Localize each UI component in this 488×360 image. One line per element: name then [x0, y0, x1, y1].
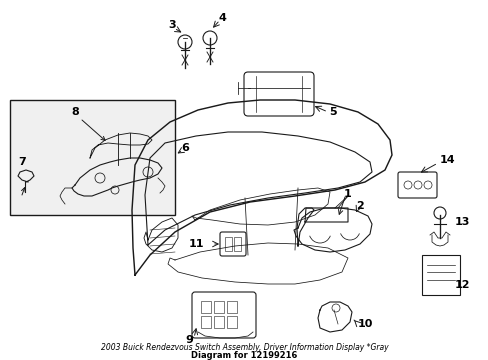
Bar — [214, 316, 224, 328]
Text: 3: 3 — [168, 20, 176, 30]
Bar — [214, 301, 224, 313]
Text: 9: 9 — [185, 335, 193, 345]
Text: 4: 4 — [218, 13, 225, 23]
Text: 13: 13 — [454, 217, 469, 227]
Text: 10: 10 — [357, 319, 373, 329]
Bar — [10, 100, 175, 215]
Text: 2003 Buick Rendezvous Switch Assembly, Driver Information Display *Gray: 2003 Buick Rendezvous Switch Assembly, D… — [101, 343, 387, 352]
Text: 7: 7 — [18, 157, 26, 167]
Text: 11: 11 — [188, 239, 203, 249]
Bar — [226, 316, 237, 328]
Text: 12: 12 — [454, 280, 469, 290]
Bar — [226, 301, 237, 313]
Text: Diagram for 12199216: Diagram for 12199216 — [191, 351, 297, 360]
Bar — [224, 237, 231, 251]
Text: 2: 2 — [355, 201, 363, 211]
Bar — [421, 255, 459, 295]
Text: 5: 5 — [328, 107, 336, 117]
Text: 1: 1 — [344, 189, 351, 199]
Bar — [201, 301, 210, 313]
Text: 14: 14 — [439, 155, 455, 165]
Bar — [234, 237, 241, 251]
Text: 6: 6 — [181, 143, 188, 153]
Bar — [201, 316, 210, 328]
Text: 8: 8 — [71, 107, 79, 117]
